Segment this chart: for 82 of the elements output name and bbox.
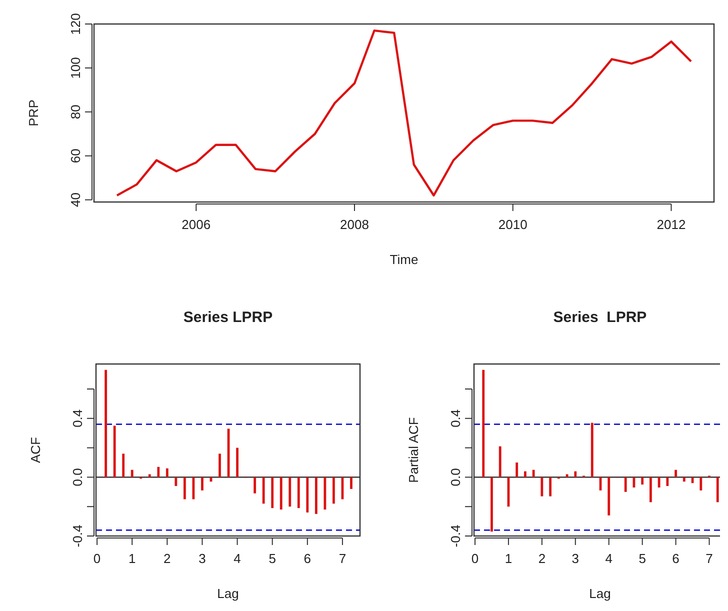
- bar: [157, 466, 160, 478]
- bar: [674, 470, 677, 478]
- x-tick-label: 4: [605, 551, 612, 566]
- x-tick-label: 0: [93, 551, 101, 566]
- x-axis-title: Lag: [589, 586, 611, 601]
- x-tick-label: 7: [706, 551, 713, 566]
- y-tick-label: 0.4: [70, 409, 85, 428]
- bar: [324, 477, 326, 510]
- x-tick-label: 3: [572, 551, 580, 566]
- bar: [236, 448, 238, 478]
- y-tick-label: 100: [68, 57, 83, 79]
- x-axis-title: Lag: [217, 586, 239, 601]
- bar: [350, 477, 352, 489]
- x-tick-label: 2: [164, 551, 171, 566]
- x-tick-label: 6: [672, 551, 680, 566]
- y-tick-label: 80: [68, 104, 83, 120]
- bar: [650, 477, 652, 502]
- x-tick-label: 4: [234, 551, 241, 566]
- chart-title: Series LPRP: [553, 309, 647, 326]
- bar: [104, 370, 108, 478]
- bar: [682, 477, 686, 482]
- bar: [716, 477, 719, 502]
- x-tick-label: 1: [504, 551, 512, 566]
- bar: [113, 426, 116, 478]
- x-tick-label: 2: [538, 551, 546, 566]
- bar: [482, 370, 485, 478]
- y-axis-title: PRP: [26, 100, 41, 126]
- bar: [254, 477, 256, 494]
- x-tick-label: 6: [304, 551, 312, 566]
- x-tick-label: 2008: [340, 217, 369, 232]
- y-axis-title: Partial ACF: [406, 417, 421, 483]
- bar: [262, 477, 265, 504]
- bar: [590, 422, 594, 478]
- y-tick-label: 0.0: [70, 468, 85, 486]
- bar: [532, 470, 535, 478]
- line-series: [116, 29, 692, 197]
- y-tick-label: 40: [68, 192, 83, 208]
- x-tick-label: 1: [128, 551, 136, 566]
- bar: [218, 454, 221, 478]
- bar: [516, 462, 518, 478]
- bar: [288, 477, 292, 507]
- x-tick-label: 5: [268, 551, 276, 566]
- bar: [332, 477, 335, 504]
- y-tick-label: 120: [68, 13, 83, 35]
- y-axis-title: ACF: [28, 436, 43, 463]
- y-tick-label: 0.4: [448, 409, 463, 428]
- chart-title: Series LPRP: [183, 309, 273, 326]
- bar: [641, 477, 644, 485]
- bar: [549, 477, 552, 496]
- bar: [498, 446, 502, 478]
- bar: [658, 477, 660, 488]
- bar: [201, 477, 204, 490]
- x-tick-label: 2010: [498, 217, 528, 232]
- y-tick-label: -0.4: [448, 524, 463, 548]
- bar: [540, 477, 544, 496]
- y-tick-label: 60: [68, 148, 83, 164]
- bar: [184, 477, 186, 500]
- x-tick-label: 5: [638, 551, 646, 566]
- bar: [130, 470, 134, 478]
- bar: [306, 477, 309, 512]
- bar: [174, 477, 178, 486]
- bar: [280, 477, 282, 510]
- x-tick-label: 0: [471, 551, 479, 566]
- bar: [271, 477, 274, 508]
- bar: [297, 477, 300, 508]
- x-axis-title: Time: [390, 252, 418, 267]
- y-tick-label: -0.4: [70, 524, 85, 548]
- x-tick-label: 2006: [182, 217, 211, 232]
- bar: [166, 468, 168, 478]
- bar: [666, 477, 669, 486]
- x-tick-label: 7: [338, 551, 346, 566]
- x-tick-label: 2012: [656, 217, 686, 232]
- bar: [700, 477, 702, 490]
- bar: [624, 477, 627, 492]
- bar: [314, 477, 318, 514]
- bar: [608, 477, 610, 516]
- y-tick-label: 0.0: [448, 468, 463, 486]
- x-tick-label: 3: [198, 551, 206, 566]
- bar: [490, 477, 493, 532]
- bar: [122, 454, 125, 478]
- bar: [574, 471, 577, 478]
- bar: [524, 471, 526, 478]
